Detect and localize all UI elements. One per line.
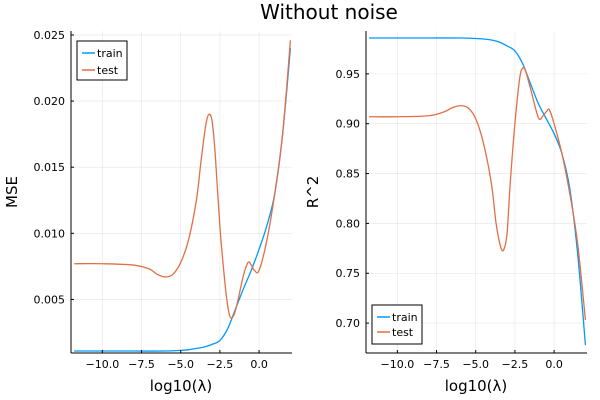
r2-legend-train-label: train	[392, 311, 418, 324]
mse-x-tick-label: 0.0	[250, 358, 268, 371]
mse-x-tick-label: −10.0	[85, 358, 119, 371]
mse-y-axis-label: MSE	[3, 176, 21, 208]
r2-x-tick-label: −10.0	[380, 358, 414, 371]
r2-x-ticks: −10.0 −7.5 −5.0 −2.5 0.0	[380, 350, 563, 371]
r2-y-axis-label: R^2	[304, 176, 322, 209]
r2-grid	[366, 31, 587, 353]
mse-y-tick-label: 0.015	[34, 161, 66, 174]
mse-legend-box	[76, 40, 128, 81]
mse-panel: −10.0 −7.5 −5.0 −2.5 0.0 0.005 0.010 0.015 0.02…	[3, 29, 292, 395]
r2-test-line	[369, 66, 587, 321]
r2-train-line	[369, 37, 587, 346]
mse-series-layer	[74, 40, 292, 352]
r2-panel: −10.0 −7.5 −5.0 −2.5 0.0 0.70 0.75 0.80 0.85 0.9…	[304, 31, 587, 395]
r2-legend-box	[371, 304, 423, 345]
mse-legend: train test	[76, 40, 128, 81]
r2-series-layer	[369, 37, 587, 346]
r2-y-tick-label: 0.85	[336, 168, 361, 181]
mse-legend-test-label: test	[97, 64, 119, 77]
r2-y-tick-label: 0.70	[336, 317, 361, 330]
r2-x-tick-label: −7.5	[423, 358, 450, 371]
r2-x-axis-label: log10(λ)	[445, 377, 508, 395]
mse-y-tick-label: 0.005	[34, 293, 66, 306]
mse-legend-train-label: train	[97, 47, 123, 60]
mse-x-tick-label: −7.5	[128, 358, 155, 371]
mse-train-line	[74, 48, 292, 352]
mse-y-tick-label: 0.025	[34, 29, 66, 42]
mse-x-axis-label: log10(λ)	[150, 377, 213, 395]
r2-x-tick-label: −2.5	[502, 358, 529, 371]
r2-y-tick-label: 0.75	[336, 267, 361, 280]
r2-legend-test-label: test	[392, 326, 414, 339]
r2-x-tick-label: −5.0	[462, 358, 489, 371]
mse-y-tick-label: 0.010	[34, 227, 66, 240]
mse-grid	[71, 31, 292, 353]
mse-x-tick-label: −5.0	[167, 358, 194, 371]
r2-y-tick-label: 0.95	[336, 68, 361, 81]
r2-x-tick-label: 0.0	[545, 358, 563, 371]
r2-legend: train test	[371, 304, 423, 345]
r2-y-ticks: 0.70 0.75 0.80 0.85 0.90 0.95	[336, 68, 369, 330]
figure-title: Without noise	[260, 0, 398, 24]
mse-y-ticks: 0.005 0.010 0.015 0.020 0.025	[34, 29, 74, 306]
mse-x-ticks: −10.0 −7.5 −5.0 −2.5 0.0	[85, 350, 268, 371]
mse-x-tick-label: −2.5	[207, 358, 234, 371]
r2-y-tick-label: 0.90	[336, 118, 361, 131]
mse-test-line	[74, 40, 292, 319]
mse-y-tick-label: 0.020	[34, 95, 66, 108]
r2-y-tick-label: 0.80	[336, 217, 361, 230]
